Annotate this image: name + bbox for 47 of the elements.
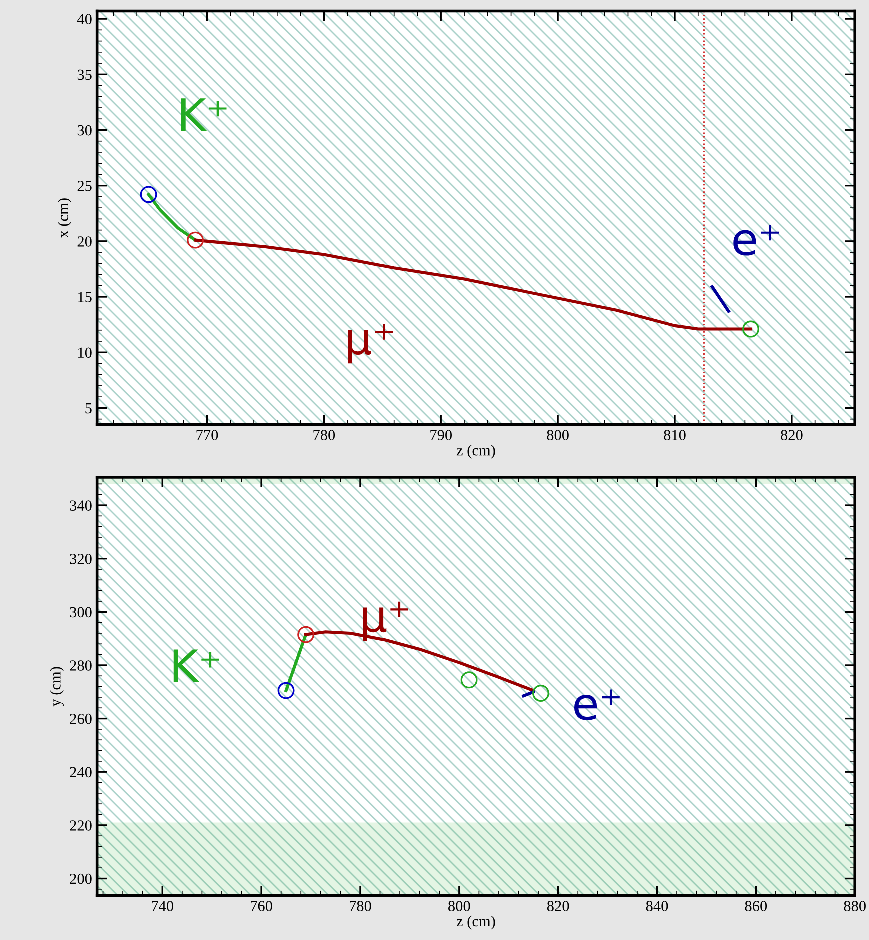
point xyxy=(140,186,158,204)
x-tick-label: 800 xyxy=(547,430,569,440)
annotation: K⁺ xyxy=(174,650,220,682)
x-tick-label: 770 xyxy=(196,430,218,440)
y-tick-label: 240 xyxy=(70,767,92,778)
annotation: e⁺ xyxy=(734,225,780,256)
y-tick-label: 260 xyxy=(70,714,92,724)
y-tick-label: 15 xyxy=(78,292,92,302)
annotation: K⁺ xyxy=(181,98,227,132)
x-tick-label: 780 xyxy=(314,430,336,440)
y-tick-label: 40 xyxy=(77,14,92,25)
annotation: e⁺ xyxy=(574,690,620,720)
x-tick-label: 760 xyxy=(251,901,272,912)
x-tick-label: 840 xyxy=(646,901,668,912)
y-tick-label: 220 xyxy=(70,820,92,831)
x-tick-label: 880 xyxy=(844,901,866,912)
x-tick-label: 810 xyxy=(664,430,686,440)
point xyxy=(298,626,315,644)
y-tick-label: 35 xyxy=(78,70,92,80)
x-tick-label: 820 xyxy=(781,430,803,440)
y-tick-label: 320 xyxy=(70,554,92,564)
y-tick-label: 30 xyxy=(78,125,92,136)
x-tick-label: 790 xyxy=(430,430,452,440)
annotation: μ⁺ xyxy=(348,324,394,364)
y-tick-label: 10 xyxy=(78,348,92,358)
x-axis-title: z (cm) xyxy=(456,916,496,930)
x-tick-label: 780 xyxy=(350,901,372,912)
y-tick-label: 300 xyxy=(70,607,92,618)
y-axis-title: x (cm) xyxy=(58,198,72,238)
y-tick-label: 200 xyxy=(70,874,92,884)
y-tick-label: 20 xyxy=(78,236,92,247)
y-tick-label: 5 xyxy=(86,404,92,414)
annotation: μ⁺ xyxy=(363,602,408,642)
x-tick-label: 820 xyxy=(547,901,570,912)
y-axis-title: y (cm) xyxy=(50,667,64,707)
y-tick-label: 280 xyxy=(70,660,92,671)
point xyxy=(278,682,295,700)
point xyxy=(187,232,204,249)
point xyxy=(742,320,760,338)
point xyxy=(532,684,550,702)
x-tick-label: 800 xyxy=(448,901,470,912)
x-tick-label: 740 xyxy=(152,901,174,912)
y-tick-label: 340 xyxy=(70,500,92,511)
x-axis-title: z (cm) xyxy=(456,444,496,459)
y-tick-label: 25 xyxy=(78,181,92,192)
x-tick-label: 860 xyxy=(745,901,768,912)
point xyxy=(460,672,478,689)
